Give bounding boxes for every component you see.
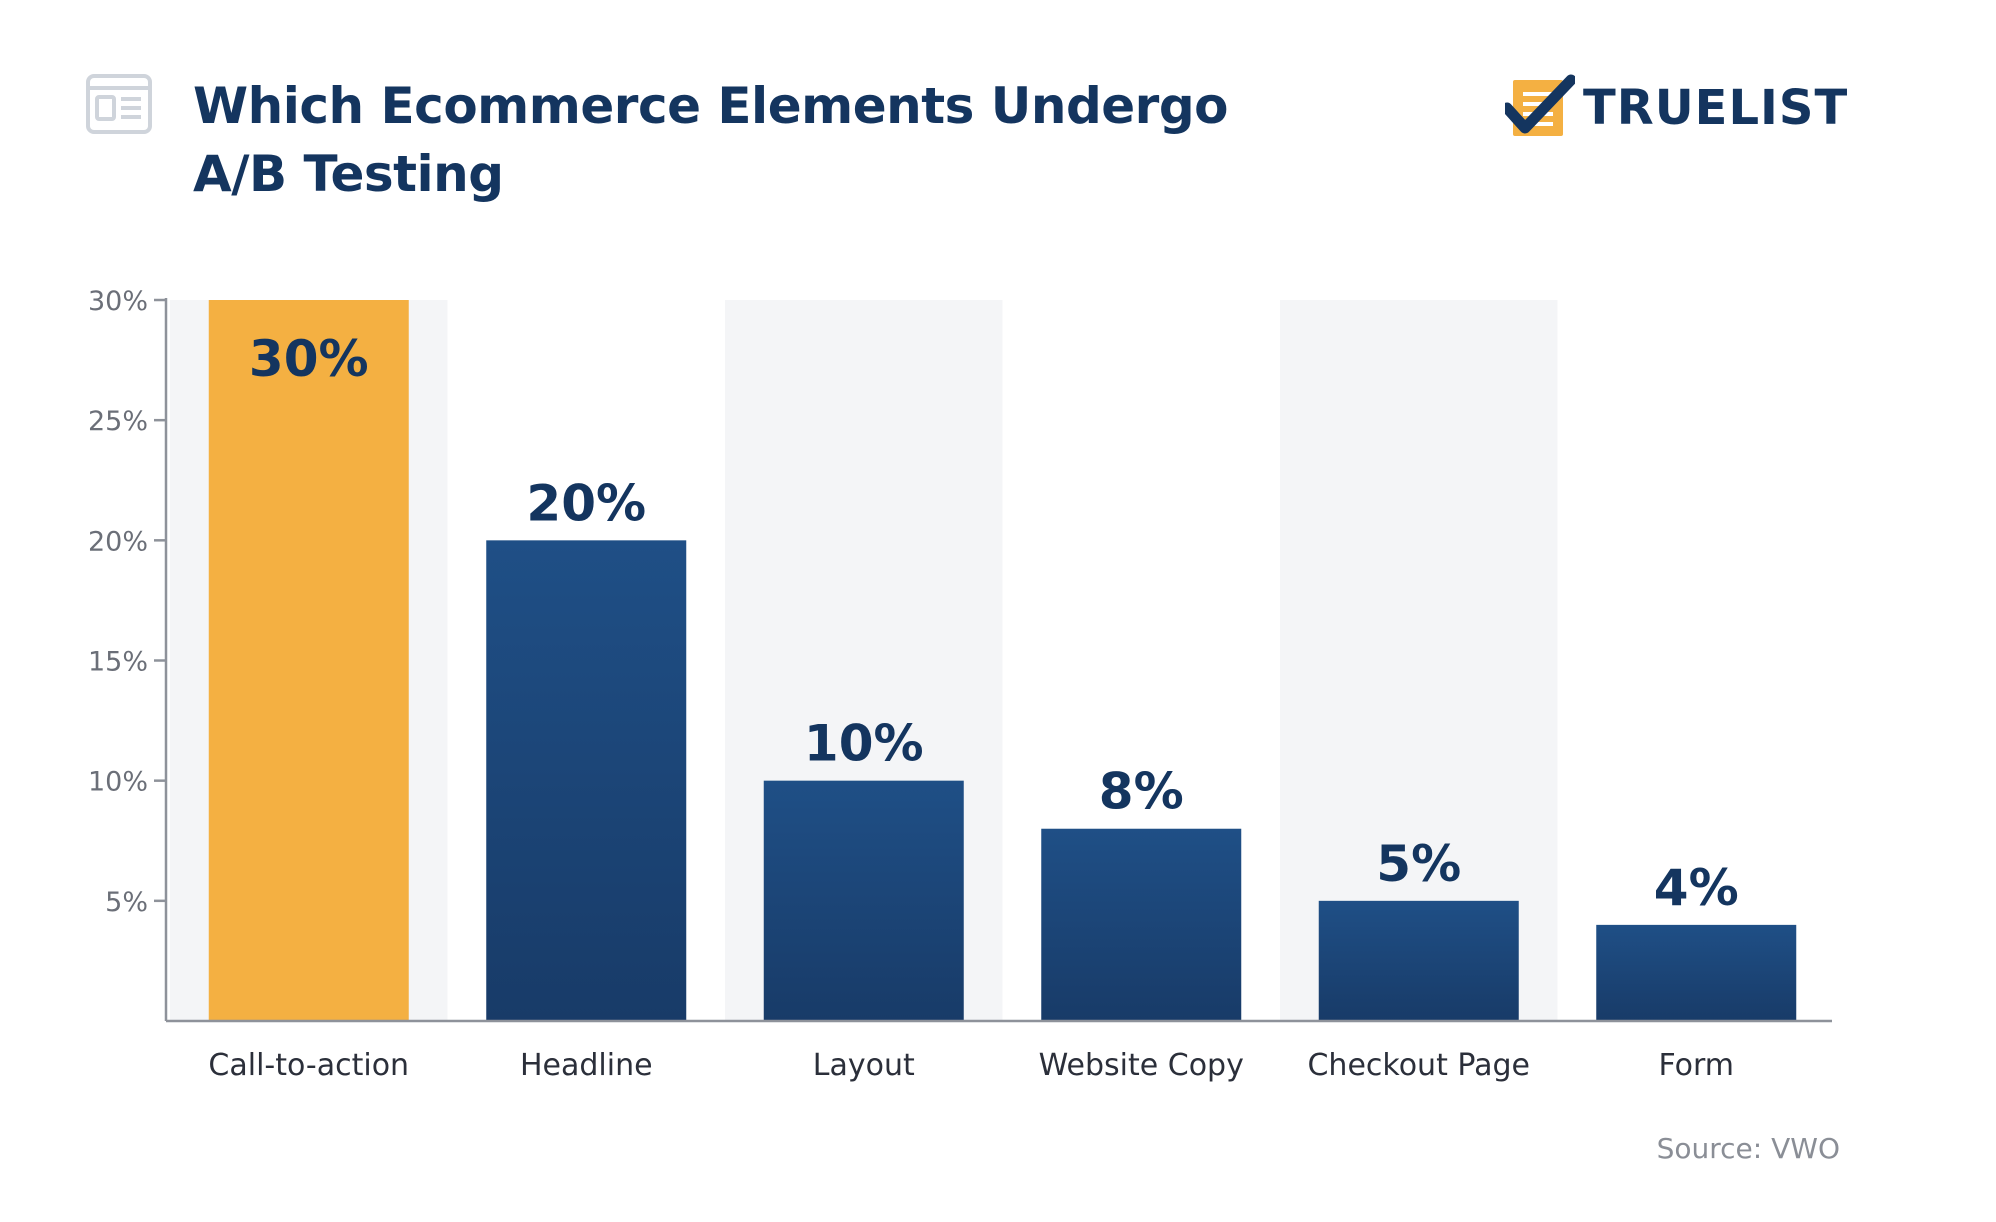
value-label: 4% [1654,859,1739,917]
bar [208,300,409,1021]
category-label: Headline [520,1048,653,1083]
bar [763,780,964,1021]
brand-name: TRUELIST [1583,80,1849,136]
labels: 30% Call-to-action 20% Headline 10% Layout 8% W… [208,330,1738,1083]
y-tick-label: 5% [105,887,148,918]
bar [486,540,687,1021]
value-label: 8% [1099,763,1184,821]
y-tick-label: 20% [88,526,148,557]
category-label: Call-to-action [208,1048,409,1083]
y-tick-label: 30% [88,286,148,317]
bars [208,300,1797,1021]
bar [1596,924,1797,1021]
axes: 5% 10% 15% 20% 25% 30% [88,286,1832,1023]
bar [1318,900,1519,1021]
value-label: 20% [526,474,646,532]
category-label: Layout [813,1048,915,1083]
category-label: Checkout Page [1307,1048,1530,1083]
value-label: 10% [804,715,924,773]
category-label: Website Copy [1039,1048,1244,1083]
bar [1041,828,1242,1021]
chart-title: Which Ecommerce Elements Undergo A/B Tes… [193,77,1228,203]
category-label: Form [1658,1048,1734,1083]
brand-logo: TRUELIST [1505,72,1865,144]
value-label: 5% [1376,835,1461,893]
newspaper-icon [86,74,152,134]
y-tick-label: 25% [88,406,148,437]
checklist-icon [1505,74,1575,136]
y-tick-label: 10% [88,767,148,798]
y-tick-label: 15% [88,647,148,678]
value-label: 30% [249,330,369,388]
source-note: Source: VWO [1656,1132,1840,1165]
